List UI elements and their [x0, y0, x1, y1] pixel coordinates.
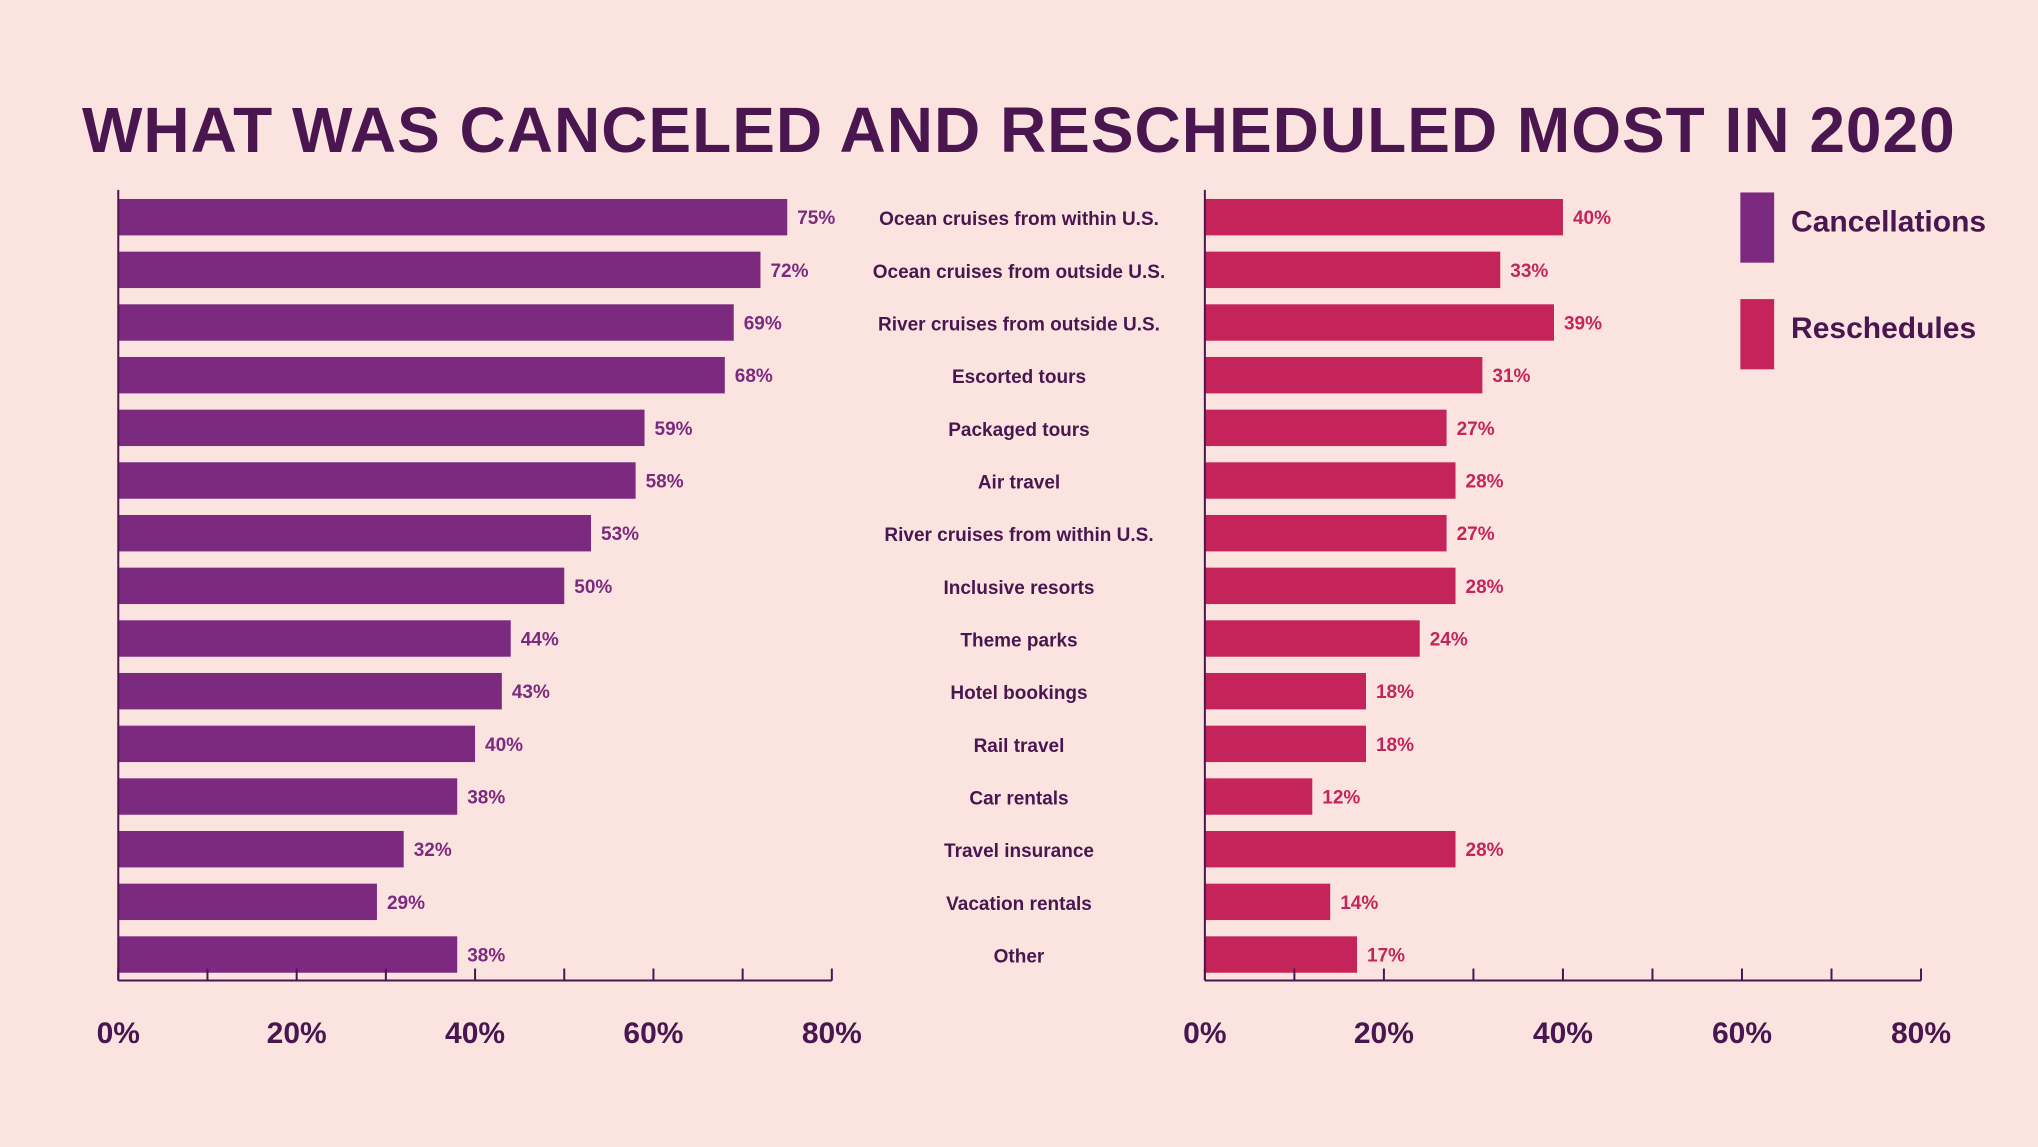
x-tick-label: 0%	[97, 1017, 140, 1050]
bar-reschedules-7	[1204, 567, 1456, 605]
bar-cancellations-8	[118, 620, 511, 657]
value-label-cancellations-3: 68%	[735, 366, 773, 387]
bar-reschedules-10	[1204, 725, 1366, 763]
category-label: Hotel bookings	[950, 683, 1087, 704]
value-label-reschedules-1: 33%	[1510, 261, 1548, 282]
category-label: Other	[994, 947, 1045, 968]
category-label: River cruises from outside U.S.	[878, 315, 1160, 336]
x-tick-label: 20%	[1354, 1017, 1414, 1050]
value-label-cancellations-6: 53%	[601, 524, 639, 545]
value-label-reschedules-11: 12%	[1322, 788, 1360, 809]
bar-cancellations-3	[118, 356, 725, 394]
value-label-reschedules-5: 28%	[1466, 472, 1504, 493]
bar-reschedules-0	[1204, 198, 1563, 236]
bar-reschedules-1	[1204, 251, 1501, 289]
bar-cancellations-9	[118, 672, 502, 710]
legend: Cancellations Reschedules	[1740, 192, 1986, 370]
x-tick-label: 40%	[445, 1017, 505, 1050]
value-label-cancellations-1: 72%	[770, 261, 808, 282]
category-labels: Ocean cruises from within U.S. Ocean crui…	[873, 209, 1165, 967]
value-label-cancellations-9: 43%	[512, 682, 550, 703]
category-label: Theme parks	[960, 631, 1077, 652]
legend-label-reschedules: Reschedules	[1791, 312, 1976, 345]
category-label: Packaged tours	[948, 420, 1090, 441]
bar-reschedules-11	[1204, 778, 1313, 815]
chart-title: WHAT WAS CANCELED AND RESCHEDULED MOST I…	[82, 94, 1956, 166]
value-label-cancellations-7: 50%	[574, 577, 612, 598]
legend-swatch-cancellations	[1740, 192, 1775, 263]
bar-reschedules-12	[1204, 830, 1456, 868]
value-label-reschedules-8: 24%	[1430, 630, 1468, 651]
x-tick-label: 60%	[623, 1017, 683, 1050]
value-label-cancellations-8: 44%	[521, 630, 559, 651]
bar-reschedules-9	[1204, 672, 1366, 710]
bar-cancellations-4	[118, 409, 645, 447]
bar-reschedules-8	[1204, 620, 1420, 657]
legend-label-cancellations: Cancellations	[1791, 206, 1986, 239]
x-tick-label: 60%	[1712, 1017, 1772, 1050]
bar-reschedules-4	[1204, 409, 1447, 447]
value-label-cancellations-2: 69%	[744, 314, 782, 335]
value-label-reschedules-4: 27%	[1457, 419, 1495, 440]
category-label: Escorted tours	[952, 367, 1086, 388]
value-label-reschedules-9: 18%	[1376, 682, 1414, 703]
category-label: Travel insurance	[944, 841, 1094, 862]
value-label-cancellations-13: 29%	[387, 893, 425, 914]
bar-cancellations-2	[118, 304, 734, 341]
bar-cancellations-6	[118, 514, 592, 552]
category-label: Inclusive resorts	[943, 578, 1094, 599]
value-label-cancellations-11: 38%	[467, 788, 505, 809]
bar-cancellations-5	[118, 462, 636, 499]
value-label-cancellations-4: 59%	[655, 419, 693, 440]
bar-cancellations-13	[118, 883, 377, 921]
value-label-cancellations-0: 75%	[797, 208, 835, 229]
value-label-reschedules-0: 40%	[1573, 208, 1611, 229]
x-tick-label: 40%	[1533, 1017, 1593, 1050]
category-label: Ocean cruises from outside U.S.	[873, 262, 1165, 283]
bar-cancellations-0	[118, 198, 788, 236]
value-label-reschedules-13: 14%	[1340, 893, 1378, 914]
x-tick-label: 80%	[802, 1017, 862, 1050]
value-label-cancellations-10: 40%	[485, 735, 523, 756]
value-label-reschedules-3: 31%	[1492, 366, 1530, 387]
legend-swatch-reschedules	[1740, 299, 1775, 370]
bar-cancellations-11	[118, 778, 458, 815]
value-label-reschedules-10: 18%	[1376, 735, 1414, 756]
value-label-reschedules-6: 27%	[1457, 524, 1495, 545]
value-label-reschedules-14: 17%	[1367, 946, 1405, 967]
bar-cancellations-14	[118, 936, 458, 973]
category-label: River cruises from within U.S.	[884, 525, 1153, 546]
value-label-cancellations-14: 38%	[467, 946, 505, 967]
category-label: Car rentals	[969, 789, 1068, 810]
x-tick-label: 80%	[1891, 1017, 1951, 1050]
bar-reschedules-6	[1204, 514, 1447, 552]
category-label: Air travel	[978, 473, 1060, 494]
bar-reschedules-14	[1204, 936, 1358, 973]
bar-reschedules-3	[1204, 356, 1483, 394]
value-label-reschedules-2: 39%	[1564, 314, 1602, 335]
category-label: Rail travel	[974, 736, 1065, 757]
bar-reschedules-13	[1204, 883, 1331, 921]
cancellations-panel: 75% 72% 69% 68% 59% 58% 53% 50% 44% 43% 40% 38% 32% 2…	[97, 189, 862, 1050]
reschedules-panel: 40% 33% 39% 31% 27% 28% 27% 28% 24% 18% 18% 12% 28% 1…	[1183, 189, 1951, 1050]
x-tick-label: 0%	[1183, 1017, 1226, 1050]
category-label: Ocean cruises from within U.S.	[879, 209, 1159, 230]
bar-reschedules-5	[1204, 462, 1456, 499]
x-tick-label: 20%	[267, 1017, 327, 1050]
bar-reschedules-2	[1204, 304, 1554, 341]
category-label: Vacation rentals	[946, 894, 1092, 915]
value-label-cancellations-12: 32%	[414, 840, 452, 861]
value-label-cancellations-5: 58%	[646, 472, 684, 493]
bar-cancellations-7	[118, 567, 565, 605]
bar-cancellations-10	[118, 725, 476, 763]
value-label-reschedules-7: 28%	[1466, 577, 1504, 598]
value-label-reschedules-12: 28%	[1466, 840, 1504, 861]
bar-cancellations-12	[118, 830, 404, 868]
bar-cancellations-1	[118, 251, 761, 289]
